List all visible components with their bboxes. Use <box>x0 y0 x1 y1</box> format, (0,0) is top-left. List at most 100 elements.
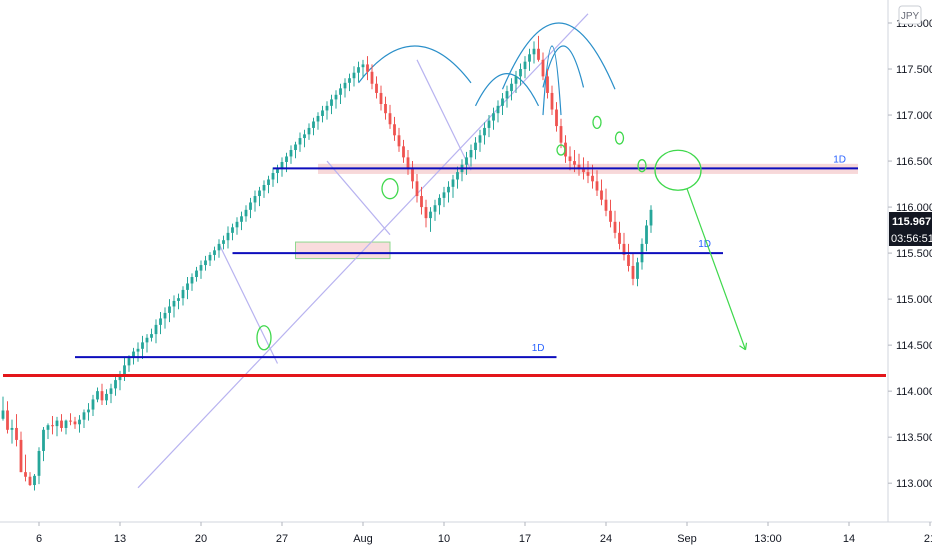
candle-body <box>631 265 635 279</box>
candle-body <box>190 277 194 284</box>
candle-body <box>186 283 189 290</box>
candle-body <box>46 425 50 430</box>
candle-body <box>456 172 459 180</box>
levels-layer: 1D 1D 1D <box>3 154 886 378</box>
time-tick-label: 21 <box>924 533 932 545</box>
candle-body <box>366 64 369 72</box>
candle-body <box>474 142 477 151</box>
forecast-arrow <box>686 188 747 350</box>
currency-badge[interactable] <box>898 5 922 25</box>
candle-body <box>199 265 203 271</box>
candle-body <box>618 232 621 244</box>
candle-body <box>339 88 342 95</box>
candle-body <box>276 168 279 174</box>
candle-body <box>361 64 365 68</box>
candle-body <box>600 190 603 200</box>
currency-badge-label: JPY <box>901 11 920 22</box>
time-tick-label: Aug <box>353 533 373 545</box>
channel-line <box>326 160 391 236</box>
candle-body <box>492 113 495 121</box>
highlight-circle <box>556 144 566 156</box>
candle-body <box>249 202 252 210</box>
candle-body <box>96 391 99 400</box>
highlight-circle <box>256 325 272 351</box>
candle-body <box>217 243 221 251</box>
candle-body <box>532 48 536 55</box>
price-tick-label: 117.000 <box>896 110 932 122</box>
price-tick-label: 117.500 <box>896 64 932 76</box>
candle-body <box>163 312 167 319</box>
level-label: 1D <box>532 343 545 354</box>
time-tick-label: 14 <box>843 533 855 545</box>
candle-body <box>582 168 585 173</box>
candle-body <box>1 410 5 419</box>
candle-body <box>15 427 18 440</box>
candle-body <box>586 172 590 176</box>
candle-body <box>213 250 216 255</box>
candle-body <box>69 420 72 422</box>
price-tick-label: 113.000 <box>896 478 932 490</box>
candle-body <box>64 420 68 428</box>
candle-body <box>496 105 500 114</box>
candle-body <box>433 205 437 212</box>
candle-body <box>424 207 428 219</box>
candle-body <box>357 67 360 73</box>
candle-body <box>559 126 563 143</box>
candle-body <box>402 146 405 158</box>
time-tick-label: Sep <box>677 533 697 545</box>
candle-body <box>24 472 27 477</box>
candle-body <box>141 342 144 349</box>
candle-body <box>577 164 581 169</box>
candle-body <box>294 144 297 151</box>
candle-body <box>73 421 77 425</box>
candle-body <box>510 83 513 92</box>
price-tick-label: 114.500 <box>896 340 932 352</box>
candle-body <box>613 221 617 233</box>
candle-body <box>208 254 212 261</box>
level-label: 1D <box>833 154 846 165</box>
candle-body <box>280 161 284 169</box>
current-price-tag: 115.967 03:56:51 <box>889 212 932 246</box>
candle-body <box>595 181 599 191</box>
candle-body <box>222 240 225 244</box>
time-tick-label: 27 <box>276 533 288 545</box>
candle-body <box>420 196 423 208</box>
candle-body <box>55 420 59 427</box>
candle-body <box>132 351 135 359</box>
candle-body <box>177 298 180 301</box>
candle-body <box>415 181 419 197</box>
candle-body <box>406 157 410 169</box>
candle-body <box>519 69 522 77</box>
candle-body <box>316 115 320 122</box>
candle-body <box>303 134 306 139</box>
candle-body <box>528 54 531 62</box>
time-tick-label: 6 <box>36 533 42 545</box>
candle-body <box>334 94 338 100</box>
candle-body <box>109 388 113 394</box>
candle-body <box>150 334 153 338</box>
current-price-label: 115.967 <box>892 216 931 228</box>
candle-body <box>604 199 608 211</box>
candle-body <box>271 173 275 180</box>
candle-body <box>384 104 387 114</box>
candle-body <box>321 110 324 116</box>
candle-body <box>609 210 612 222</box>
price-tick-label: 115.000 <box>896 294 932 306</box>
countdown-label: 03:56:51 <box>891 233 932 245</box>
markers-layer <box>256 115 748 351</box>
price-tick-label: 113.500 <box>896 432 932 444</box>
candle-body <box>514 76 518 84</box>
time-tick-label: 13:00 <box>754 533 782 545</box>
candle-body <box>568 156 572 162</box>
candle-body <box>181 289 185 299</box>
candle-body <box>10 427 14 430</box>
price-axis: 118.000117.500117.000116.500116.000115.5… <box>888 18 932 490</box>
price-tick-label: 115.500 <box>896 248 932 260</box>
candle-body <box>379 92 383 104</box>
candle-body <box>451 179 455 187</box>
candle-body <box>501 98 504 106</box>
candle-body <box>478 135 482 143</box>
